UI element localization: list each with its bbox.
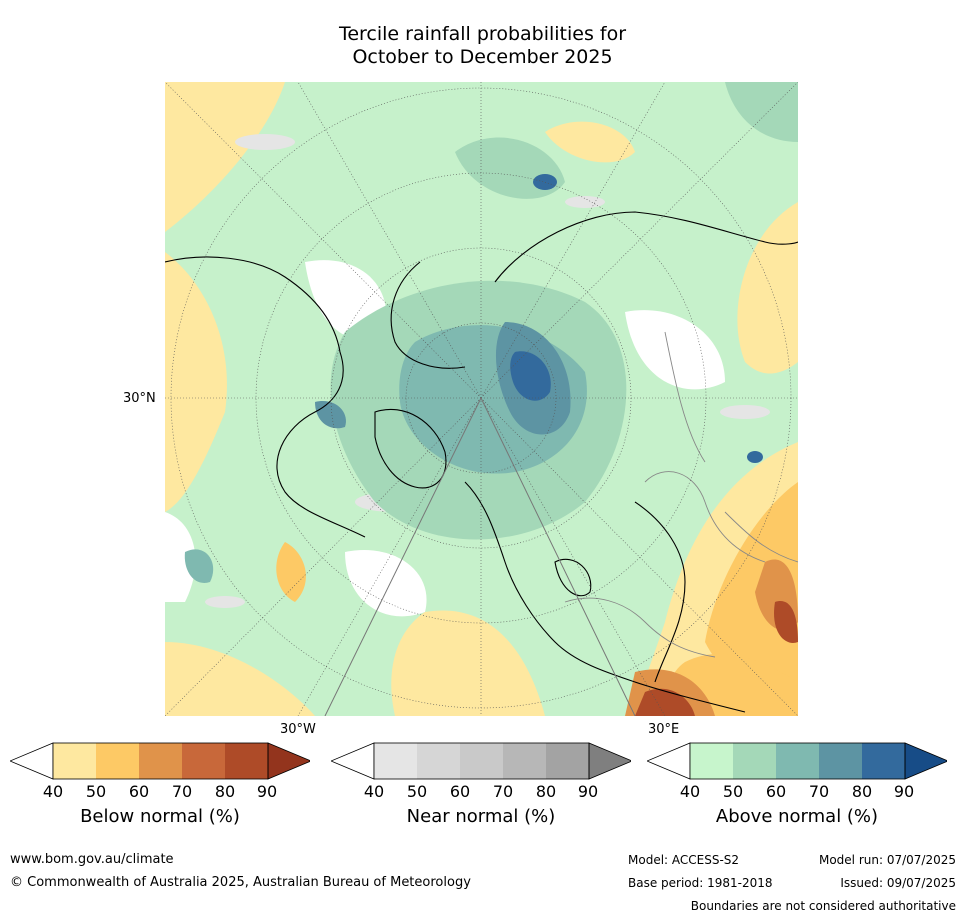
map-title-line1: Tercile rainfall probabilities for [338,23,627,45]
tick-label: 80 [535,782,557,801]
above-colorbar-segment [776,743,819,779]
below-colorbar-segment [96,743,139,779]
above-colorbar-extend-high [904,742,947,780]
meridian-lines [324,397,636,716]
tick-label: 80 [214,782,236,801]
tick-label: 40 [679,782,701,801]
tick-label: 50 [406,782,428,801]
above-colorbar-segment [690,743,733,779]
colorbar-near-label: Near normal (%) [406,806,556,827]
below-colorbar-outline [52,742,269,780]
colorbar-near-normal [331,742,631,780]
colorbar-below-normal [10,742,310,780]
model-run-text: Model run: 07/07/2025 [818,853,956,867]
near-colorbar-segment [503,743,546,779]
tick-label: 70 [171,782,193,801]
above-colorbar-extend-low [647,742,691,780]
near-colorbar-extend-high [588,742,631,780]
graticule [165,82,798,716]
below-colorbar-segment [53,743,96,779]
above-colorbar-segment [819,743,862,779]
below-colorbar-segment [225,743,268,779]
colorbar-above-normal [647,742,947,780]
near-colorbar-outline [373,742,590,780]
tick-label: 60 [128,782,150,801]
coastlines [165,211,798,713]
polar-stereographic-map [165,82,798,716]
disclaimer-text: Boundaries are not considered authoritat… [690,899,956,913]
tick-label: 60 [765,782,787,801]
tick-label: 70 [808,782,830,801]
below-colorbar-segment [139,743,182,779]
copyright-text: © Commonwealth of Australia 2025, Austra… [10,875,471,890]
tick-label: 90 [256,782,278,801]
near-colorbar-segment [460,743,503,779]
below-colorbar-segment [182,743,225,779]
tick-label: 90 [577,782,599,801]
issued-text: Issued: 09/07/2025 [840,876,956,890]
tick-label: 40 [363,782,385,801]
website-link[interactable]: www.bom.gov.au/climate [10,852,174,867]
model-text: Model: ACCESS-S2 [628,853,740,867]
above-colorbar-segment [862,743,905,779]
tick-label: 50 [722,782,744,801]
near-colorbar-segment [417,743,460,779]
tick-label: 40 [42,782,64,801]
tick-label: 50 [85,782,107,801]
above-normal-80-90 [510,174,763,463]
below-colorbar-extend-low [10,742,54,780]
country-borders [564,331,798,658]
tick-label: 70 [492,782,514,801]
above-colorbar-outline [689,742,906,780]
tick-label: 60 [449,782,471,801]
near-colorbar-segment [546,743,589,779]
base-period-text: Base period: 1981-2018 [628,876,773,890]
near-colorbar-segment [374,743,417,779]
near-colorbar-extend-low [331,742,375,780]
colorbar-below-label: Below normal (%) [80,806,240,827]
longitude-label-30e: 30°E [648,722,680,737]
longitude-label-30w: 30°W [280,722,316,737]
map-title-line2: October to December 2025 [352,46,613,68]
tick-label: 80 [851,782,873,801]
above-colorbar-segment [733,743,776,779]
latitude-label-30n: 30°N [123,391,156,406]
tick-label: 90 [893,782,915,801]
below-colorbar-extend-high [267,742,310,780]
colorbar-above-label: Above normal (%) [715,806,879,827]
